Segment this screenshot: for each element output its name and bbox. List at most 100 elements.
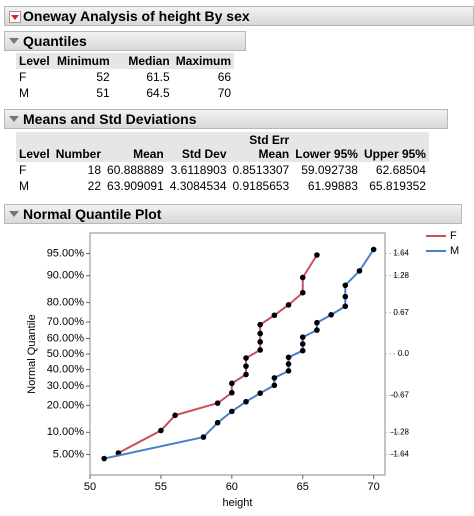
data-point: [271, 312, 278, 319]
row: M 22 63.909091 4.3084534 0.9185653 61.99883 65…: [16, 178, 429, 194]
cell: 62.68504: [375, 163, 426, 177]
section-header[interactable]: Means and Std Deviations: [4, 109, 448, 129]
data-point: [257, 347, 263, 353]
cell: 18: [87, 163, 102, 177]
column-header: Level: [16, 53, 53, 69]
cell: 70: [217, 86, 232, 100]
data-point: [285, 361, 292, 367]
cell: 51: [96, 86, 110, 100]
data-point: [342, 282, 349, 289]
data-point: [257, 321, 263, 328]
x-tick-label: 50: [84, 481, 96, 493]
cell: 0.8513307: [232, 163, 290, 177]
cell: 65.819352: [369, 179, 426, 193]
data-point: [342, 293, 349, 300]
normal-quantile-plot: 50 55 60 65 70 95.00% 90.00% 80.00% 70.00% 60.00%…: [26, 230, 459, 509]
y2-tick-label: 0.67: [393, 308, 409, 317]
data-point: [101, 455, 107, 462]
cell: 52: [96, 70, 110, 84]
y-tick-label: 30.00%: [47, 380, 85, 392]
header-row: Level Minimum Median Maximum: [16, 53, 235, 69]
cell: M: [19, 86, 29, 100]
quantiles-table: Level Minimum Median Maximum F 52 61.5 66 M 51 64.…: [16, 53, 235, 101]
data-point: [356, 268, 363, 274]
data-point: [285, 354, 292, 361]
series-line: [103, 248, 375, 460]
cell: F: [19, 70, 27, 84]
cell: 61.99883: [307, 179, 358, 193]
data-point: [299, 334, 306, 340]
y-tick-label: 20.00%: [47, 399, 85, 411]
y2-tick-label: -0.67: [391, 390, 410, 399]
row: F 18 60.888889 3.6118903 0.8513307 59.092738 6…: [16, 162, 429, 178]
column-header: Minimum: [52, 53, 113, 69]
data-point: [342, 303, 349, 310]
section-title: Normal Quantile Plot: [23, 206, 162, 222]
data-point: [229, 408, 235, 415]
data-point: [299, 341, 306, 347]
y-tick-label: 90.00%: [47, 270, 85, 282]
column-header: Upper 95%: [360, 132, 429, 162]
cell: F: [19, 163, 27, 177]
header-row: Level Number Mean Std Dev Std Err Mean Lower …: [16, 132, 429, 162]
y-tick-label: 40.00%: [47, 363, 85, 375]
data-point: [299, 274, 306, 281]
column-header: Std Dev: [166, 132, 230, 162]
means-table: Level Number Mean Std Dev Std Err Mean Lower …: [16, 132, 429, 194]
data-point: [285, 302, 292, 308]
cell: M: [19, 179, 29, 193]
y-tick-label: 10.00%: [47, 426, 85, 438]
data-point: [314, 327, 320, 333]
y2-tick-label: 1.28: [393, 271, 409, 280]
x-tick-label: 65: [297, 481, 309, 493]
data-point: [257, 390, 263, 396]
cell: 59.092738: [301, 163, 358, 177]
data-point: [271, 382, 278, 389]
data-point: [314, 319, 320, 326]
cell: 0.9185653: [232, 179, 290, 193]
data-point: [200, 434, 207, 440]
cell: 60.888889: [107, 163, 164, 177]
cell: 64.5: [146, 86, 170, 100]
series-line: [117, 254, 318, 454]
data-point: [299, 347, 306, 354]
y-axis-label: Normal Quantile: [26, 314, 38, 393]
row: F 52 61.5 66: [16, 69, 234, 85]
column-header: Maximum: [172, 53, 235, 69]
section-title: Quantiles: [23, 33, 87, 49]
x-axis-label: height: [223, 497, 253, 509]
cell: 3.6118903: [170, 163, 227, 177]
x-tick-label: 60: [226, 481, 238, 493]
section-header[interactable]: Normal Quantile Plot: [4, 204, 462, 224]
row: M 51 64.5 70: [16, 85, 234, 101]
column-header: Number: [52, 132, 105, 162]
data-point: [299, 289, 306, 296]
legend-label: M: [450, 245, 459, 257]
data-point: [214, 400, 221, 406]
section-header[interactable]: Quantiles: [4, 31, 246, 51]
cell: 66: [217, 70, 232, 84]
report-header[interactable]: Oneway Analysis of height By sex: [4, 6, 474, 26]
plot-frame: [89, 232, 386, 476]
data-point: [243, 355, 249, 361]
y-tick-label: 80.00%: [47, 296, 85, 308]
y-tick-label: 60.00%: [47, 332, 85, 344]
data-point: [214, 419, 221, 426]
y2-tick-label: 0.0: [398, 349, 410, 358]
cell: 22: [87, 179, 102, 193]
data-point: [257, 330, 263, 337]
y2-tick-label: -1.28: [391, 427, 410, 436]
data-point: [370, 246, 377, 253]
data-point: [271, 375, 278, 381]
x-tick-label: 55: [155, 481, 167, 493]
data-point: [314, 252, 320, 258]
data-point: [158, 427, 164, 434]
column-header: Mean: [104, 132, 167, 162]
x-tick-label: 70: [368, 481, 380, 493]
cell: 61.5: [146, 70, 170, 84]
y-tick-label: 95.00%: [47, 247, 85, 259]
y-tick-label: 70.00%: [47, 316, 85, 328]
data-point: [243, 371, 249, 378]
data-point: [243, 363, 249, 369]
